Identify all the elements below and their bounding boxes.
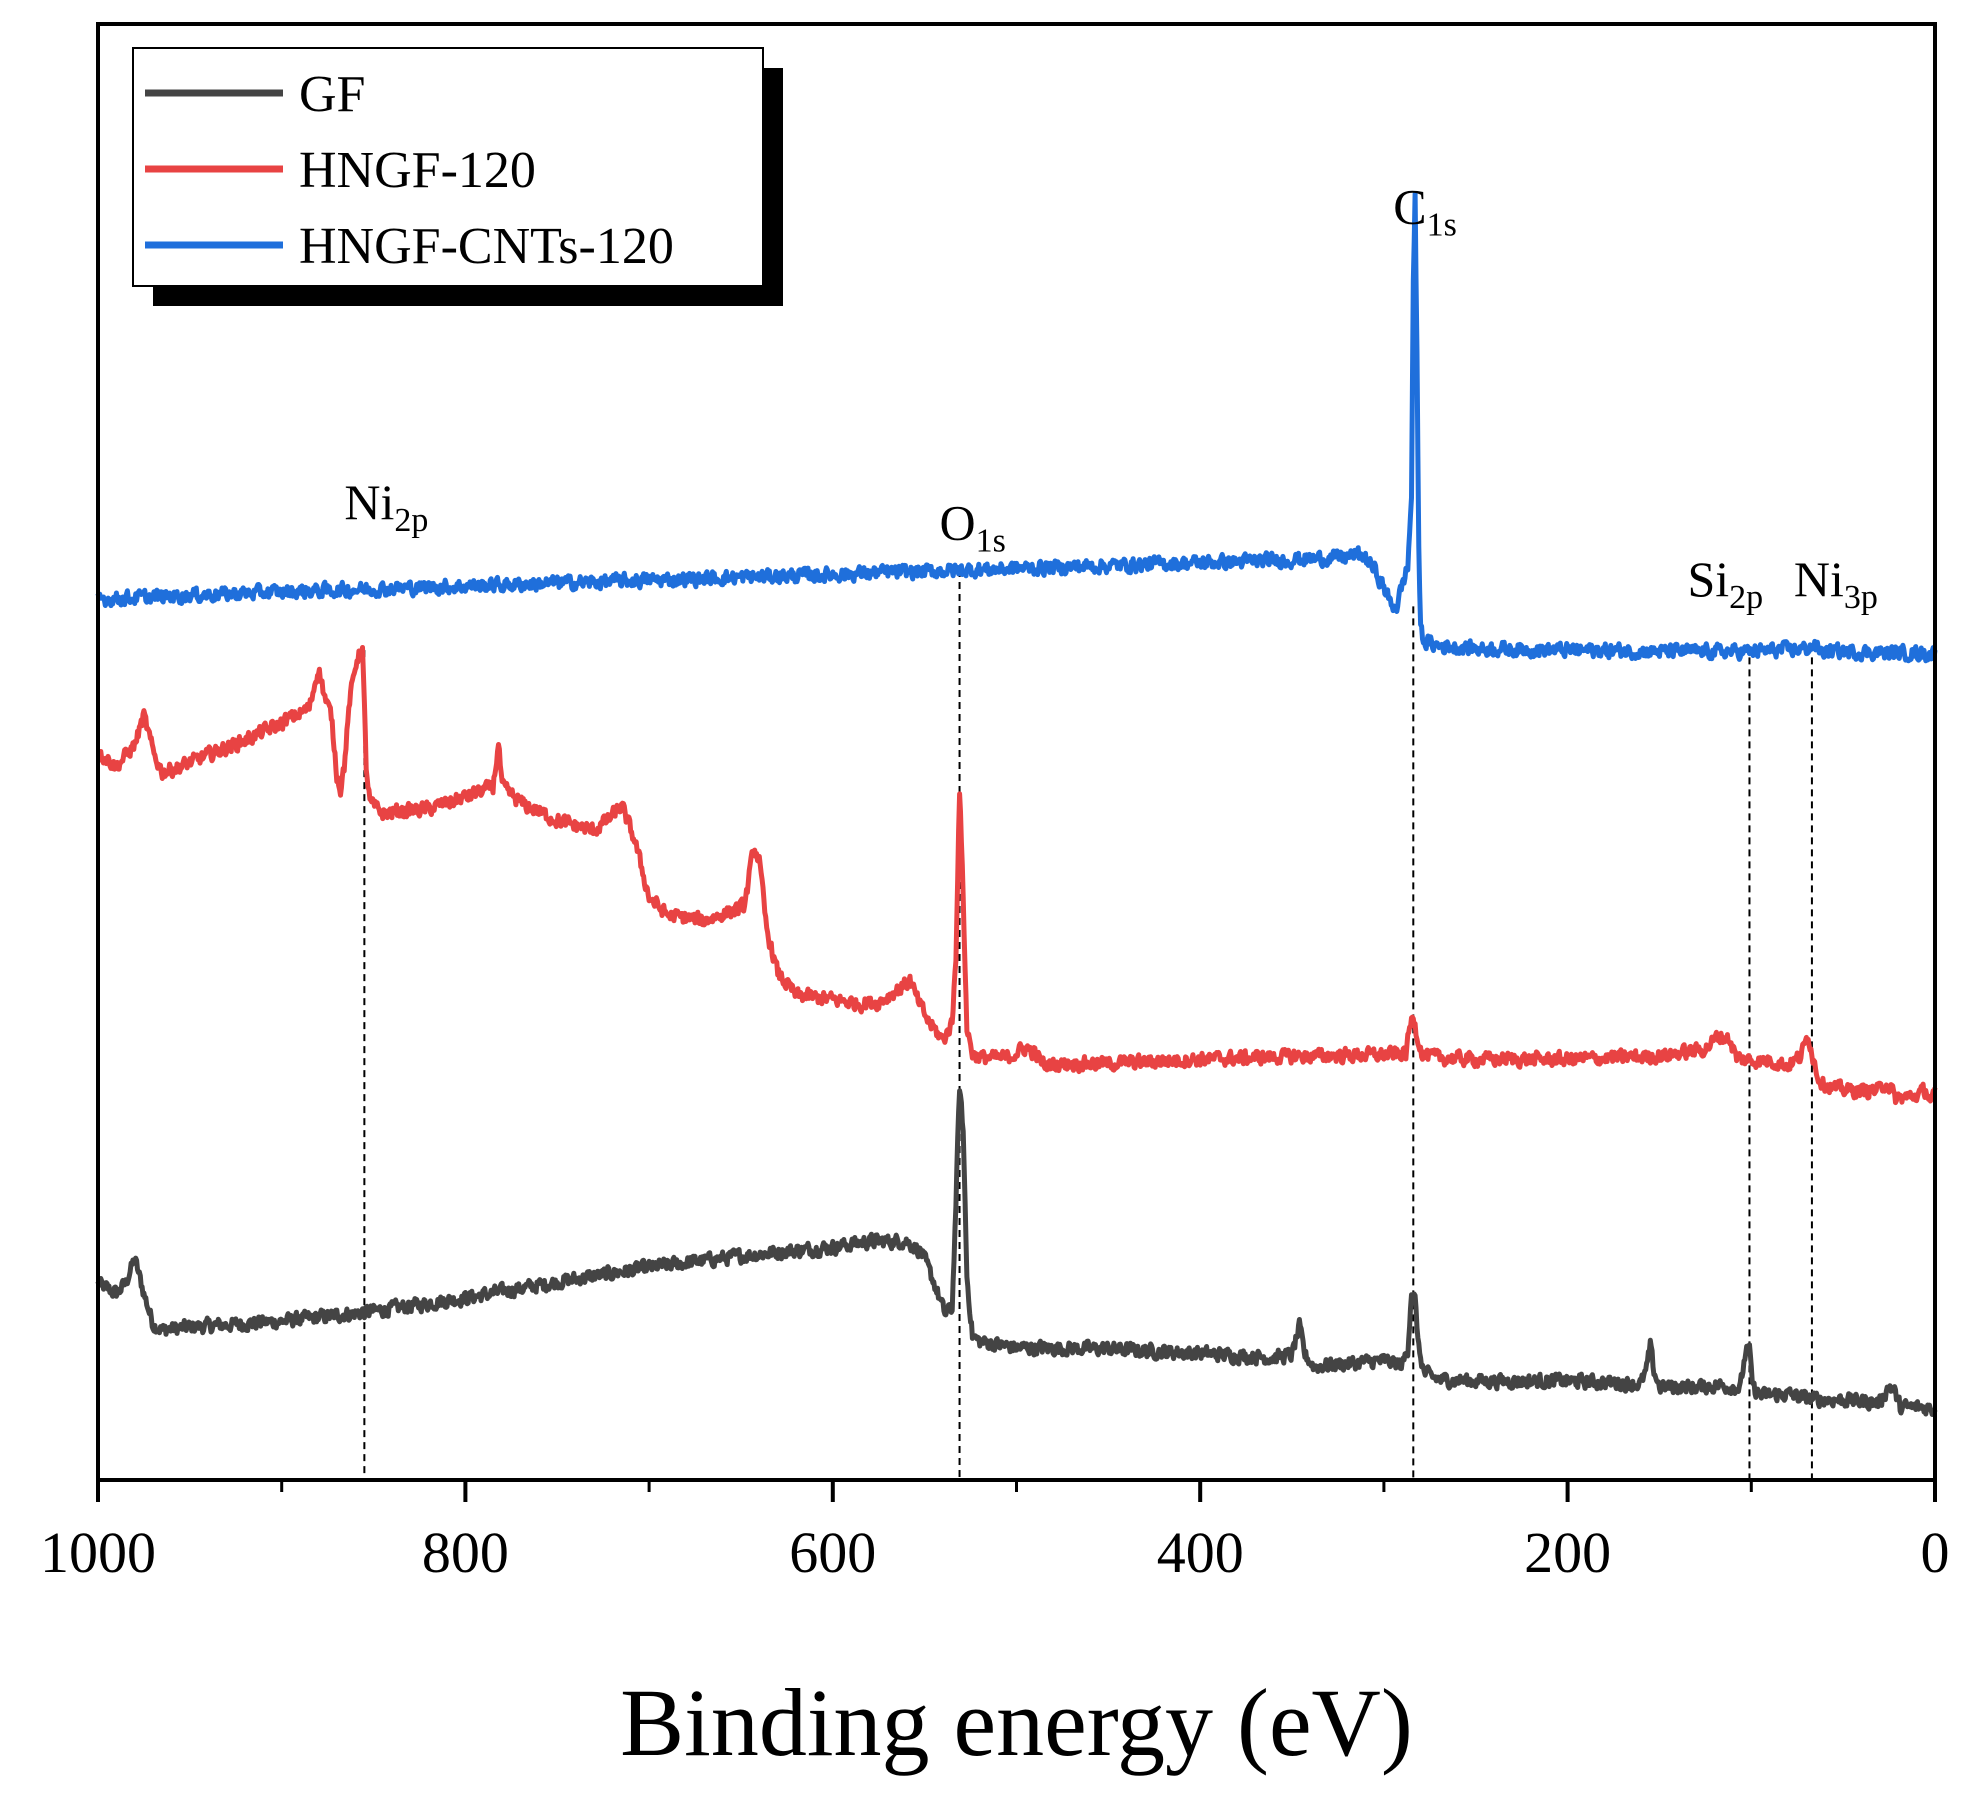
peak-label-o1s: O1s — [940, 494, 1006, 559]
peak-annotations: Ni2p O1s C1s Si2p Ni3p — [344, 178, 1878, 616]
legend-label: HNGF-120 — [299, 142, 536, 199]
peak-label-c1s: C1s — [1393, 178, 1457, 243]
x-tick-label: 800 — [422, 1520, 509, 1585]
series-line-hngf-cnts-120 — [95, 191, 1938, 664]
x-tick-label: 0 — [1921, 1520, 1950, 1585]
x-tick-label: 400 — [1157, 1520, 1244, 1585]
series-line-gf — [95, 1088, 1938, 1417]
x-axis: 1000 800 600 400 200 0 — [40, 1480, 1950, 1585]
x-tick-label: 200 — [1524, 1520, 1611, 1585]
x-tick-label: 1000 — [40, 1520, 156, 1585]
legend: GF HNGF-120 HNGF-CNTs-120 — [132, 47, 783, 306]
x-tick-label: 600 — [789, 1520, 876, 1585]
peak-label-ni2p: Ni2p — [344, 474, 428, 539]
peak-label-si2p: Si2p — [1687, 551, 1763, 616]
x-axis-title: Binding energy (eV) — [620, 1669, 1413, 1776]
series-line-hngf-120 — [95, 645, 1938, 1106]
legend-label: GF — [299, 66, 365, 123]
peak-label-ni3p: Ni3p — [1794, 551, 1878, 616]
series-layer — [95, 191, 1938, 1417]
legend-label: HNGF-CNTs-120 — [299, 218, 674, 275]
